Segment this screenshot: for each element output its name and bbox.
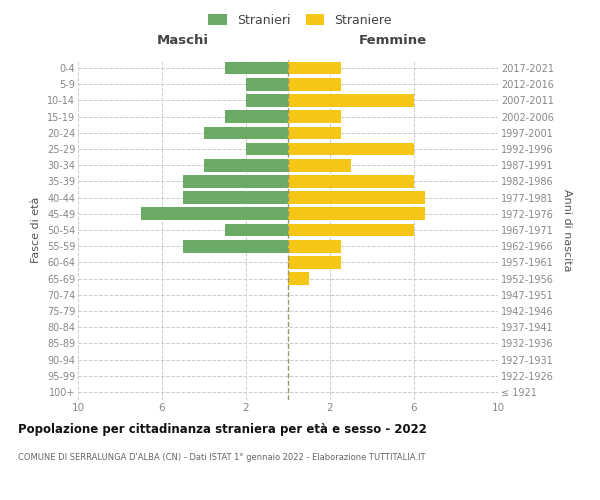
Text: Femmine: Femmine <box>359 34 427 47</box>
Bar <box>288 110 341 123</box>
Bar <box>288 224 414 236</box>
Bar <box>246 142 288 156</box>
Bar <box>204 126 288 139</box>
Bar <box>246 94 288 107</box>
Legend: Stranieri, Straniere: Stranieri, Straniere <box>203 8 397 32</box>
Bar <box>288 272 309 285</box>
Bar <box>204 159 288 172</box>
Bar <box>183 240 288 252</box>
Bar <box>288 159 351 172</box>
Bar <box>288 126 341 139</box>
Text: Popolazione per cittadinanza straniera per età e sesso - 2022: Popolazione per cittadinanza straniera p… <box>18 422 427 436</box>
Bar <box>288 208 425 220</box>
Bar <box>288 62 341 74</box>
Y-axis label: Anni di nascita: Anni di nascita <box>562 188 572 271</box>
Bar <box>288 78 341 90</box>
Bar <box>225 110 288 123</box>
Bar <box>288 94 414 107</box>
Bar <box>288 175 414 188</box>
Bar <box>141 208 288 220</box>
Text: Maschi: Maschi <box>157 34 209 47</box>
Bar <box>183 192 288 204</box>
Bar <box>183 175 288 188</box>
Bar <box>288 192 425 204</box>
Bar <box>288 240 341 252</box>
Y-axis label: Fasce di età: Fasce di età <box>31 197 41 263</box>
Bar <box>225 62 288 74</box>
Bar <box>246 78 288 90</box>
Bar <box>225 224 288 236</box>
Bar <box>288 142 414 156</box>
Bar <box>288 256 341 268</box>
Text: COMUNE DI SERRALUNGA D'ALBA (CN) - Dati ISTAT 1° gennaio 2022 - Elaborazione TUT: COMUNE DI SERRALUNGA D'ALBA (CN) - Dati … <box>18 452 425 462</box>
